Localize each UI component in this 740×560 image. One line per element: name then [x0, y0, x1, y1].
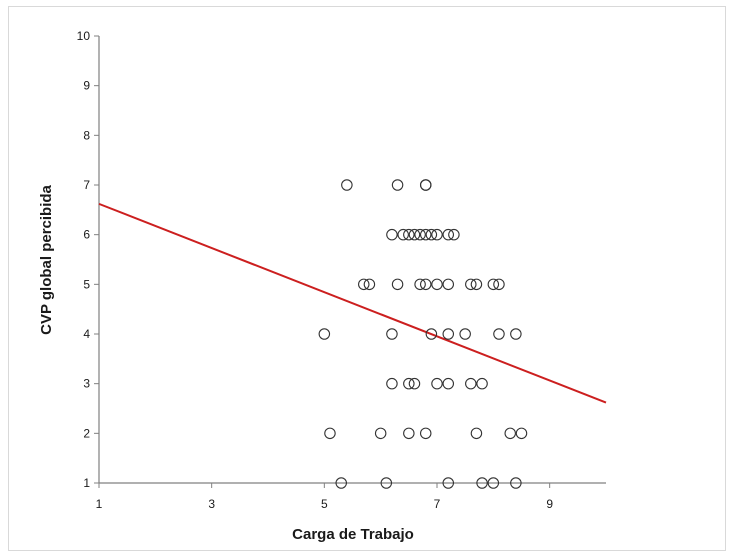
data-point: [403, 228, 415, 241]
x-tick-label: 7: [434, 497, 441, 511]
y-ticks: 1 2 3 4 5 6 7 8 9 10: [77, 29, 99, 490]
data-point: [493, 328, 505, 340]
y-tick-label: 1: [83, 476, 90, 490]
data-point: [408, 228, 421, 241]
data-point: [431, 377, 443, 390]
data-point: [442, 278, 455, 291]
data-point: [403, 427, 415, 440]
y-tick-label: 10: [77, 29, 91, 43]
y-tick-label: 4: [83, 327, 90, 341]
data-point: [448, 228, 460, 241]
chart-frame: [8, 6, 726, 551]
y-tick-label: 3: [83, 377, 90, 391]
data-point: [380, 477, 393, 489]
data-point: [414, 278, 426, 291]
data-point: [470, 278, 483, 291]
y-tick-label: 8: [83, 128, 90, 142]
y-tick-label: 9: [83, 79, 90, 93]
data-point: [419, 228, 432, 241]
data-point: [374, 427, 387, 440]
data-point: [419, 427, 432, 440]
data-point: [318, 328, 331, 340]
data-point: [510, 477, 522, 489]
data-point: [419, 278, 432, 291]
x-tick-label: 9: [546, 497, 553, 511]
data-point: [408, 377, 421, 390]
data-point: [476, 377, 488, 390]
data-point: [425, 328, 438, 340]
y-tick-label: 7: [83, 178, 90, 192]
data-point: [419, 179, 432, 191]
data-point: [397, 228, 409, 241]
y-tick-label: 6: [83, 228, 90, 242]
data-points: [318, 179, 528, 489]
data-point: [470, 427, 483, 440]
data-point: [431, 278, 443, 291]
data-point: [442, 477, 455, 489]
y-tick-label: 2: [83, 426, 90, 440]
data-point: [425, 228, 438, 241]
x-tick-label: 3: [208, 497, 215, 511]
x-tick-label: 1: [96, 497, 103, 511]
data-point: [510, 328, 522, 340]
data-point: [515, 427, 528, 440]
data-point: [459, 328, 471, 340]
data-point: [442, 228, 455, 241]
data-point: [386, 228, 398, 241]
x-ticks: 1 3 5 7 9: [96, 483, 553, 511]
data-point: [341, 179, 353, 191]
data-point: [414, 228, 426, 241]
data-point: [363, 278, 376, 291]
data-point: [476, 477, 488, 489]
trend-line: [98, 202, 607, 404]
y-tick-label: 5: [83, 277, 90, 291]
data-point: [335, 477, 347, 489]
data-point: [465, 278, 477, 291]
data-point: [386, 328, 398, 340]
data-point: [386, 377, 398, 390]
x-tick-label: 5: [321, 497, 328, 511]
data-point: [487, 477, 500, 489]
data-point: [358, 278, 370, 291]
axes: [98, 36, 606, 484]
data-point: [324, 427, 336, 440]
data-point: [431, 228, 443, 241]
data-point: [504, 427, 516, 440]
y-axis-title: CVP global percibida: [38, 184, 55, 334]
data-point: [465, 377, 477, 390]
data-point: [391, 278, 404, 291]
data-point: [487, 278, 500, 291]
data-point: [442, 377, 455, 390]
x-axis-title: Carga de Trabajo: [292, 526, 414, 543]
data-point: [403, 377, 415, 390]
data-point: [493, 278, 505, 291]
data-point: [391, 179, 404, 191]
data-point: [442, 328, 455, 340]
